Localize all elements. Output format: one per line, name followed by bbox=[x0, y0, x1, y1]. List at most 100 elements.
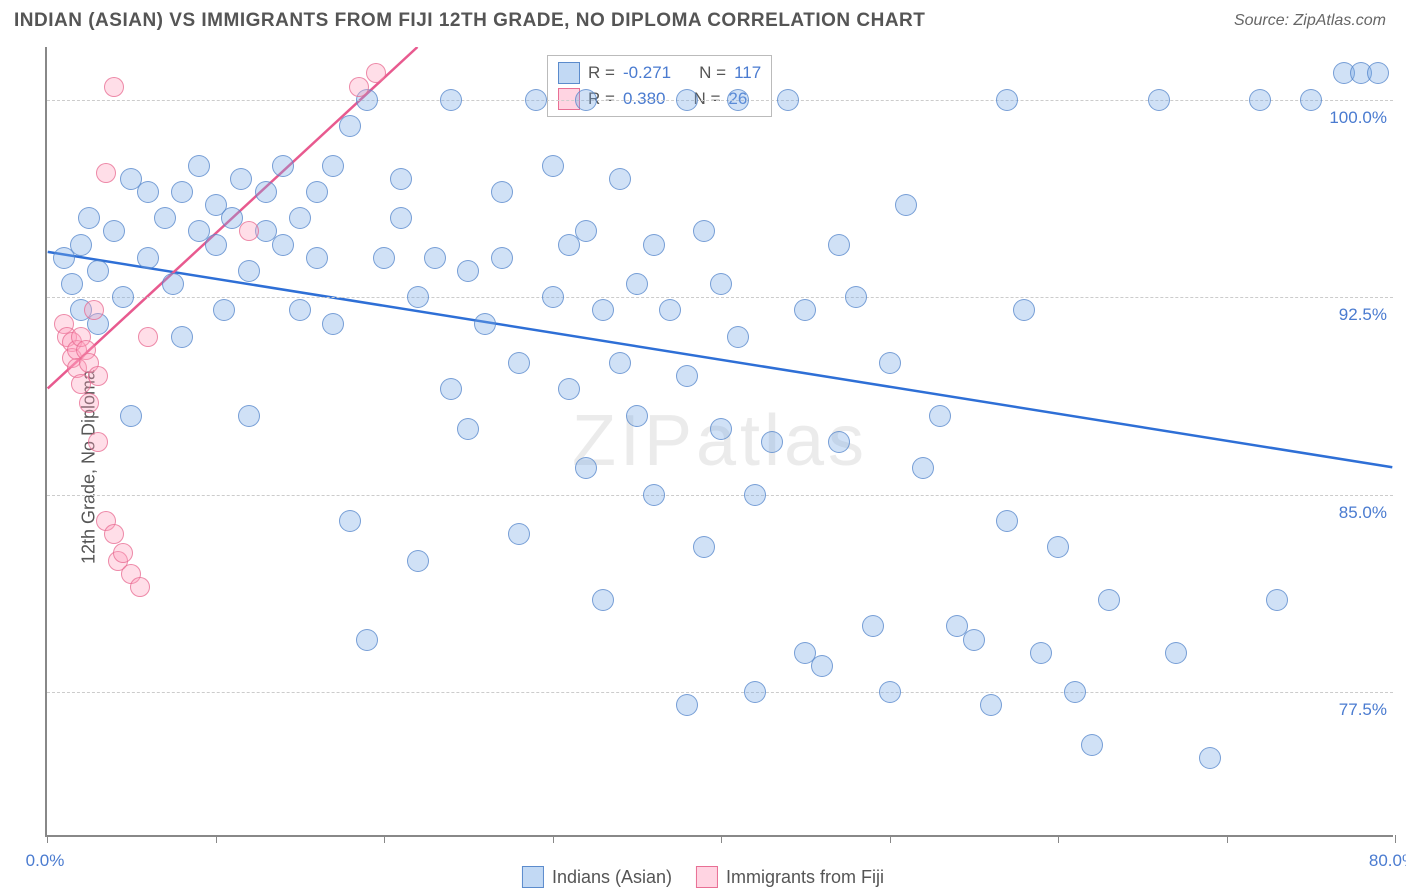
data-point bbox=[491, 247, 513, 269]
data-point bbox=[87, 260, 109, 282]
data-point bbox=[306, 247, 328, 269]
data-point bbox=[761, 431, 783, 453]
data-point bbox=[356, 629, 378, 651]
data-point bbox=[542, 155, 564, 177]
data-point bbox=[349, 77, 369, 97]
data-point bbox=[289, 207, 311, 229]
data-point bbox=[1300, 89, 1322, 111]
data-point bbox=[230, 168, 252, 190]
data-point bbox=[828, 431, 850, 453]
data-point bbox=[525, 89, 547, 111]
data-point bbox=[643, 234, 665, 256]
data-point bbox=[61, 273, 83, 295]
data-point bbox=[879, 352, 901, 374]
data-point bbox=[811, 655, 833, 677]
data-point bbox=[575, 89, 597, 111]
legend-item-blue: Indians (Asian) bbox=[522, 866, 672, 888]
data-point bbox=[626, 273, 648, 295]
data-point bbox=[474, 313, 496, 335]
data-point bbox=[457, 260, 479, 282]
data-point bbox=[390, 207, 412, 229]
x-tick-label: 0.0% bbox=[26, 851, 65, 871]
data-point bbox=[727, 89, 749, 111]
data-point bbox=[390, 168, 412, 190]
data-point bbox=[162, 273, 184, 295]
n-value-blue: 117 bbox=[734, 63, 761, 83]
data-point bbox=[457, 418, 479, 440]
data-point bbox=[366, 63, 386, 83]
data-point bbox=[339, 510, 361, 532]
data-point bbox=[213, 299, 235, 321]
data-point bbox=[963, 629, 985, 651]
data-point bbox=[1148, 89, 1170, 111]
data-point bbox=[104, 77, 124, 97]
data-point bbox=[1266, 589, 1288, 611]
x-tick bbox=[384, 835, 385, 843]
gridline bbox=[47, 692, 1393, 693]
data-point bbox=[794, 299, 816, 321]
data-point bbox=[84, 300, 104, 320]
data-point bbox=[154, 207, 176, 229]
data-point bbox=[744, 681, 766, 703]
data-point bbox=[912, 457, 934, 479]
data-point bbox=[255, 181, 277, 203]
data-point bbox=[138, 327, 158, 347]
data-point bbox=[78, 207, 100, 229]
data-point bbox=[205, 234, 227, 256]
data-point bbox=[88, 432, 108, 452]
data-point bbox=[171, 181, 193, 203]
data-point bbox=[424, 247, 446, 269]
data-point bbox=[137, 247, 159, 269]
data-point bbox=[575, 457, 597, 479]
data-point bbox=[130, 577, 150, 597]
data-point bbox=[491, 181, 513, 203]
data-point bbox=[659, 299, 681, 321]
x-tick bbox=[47, 835, 48, 843]
data-point bbox=[407, 550, 429, 572]
data-point bbox=[171, 326, 193, 348]
gridline bbox=[47, 297, 1393, 298]
r-value-blue: -0.271 bbox=[623, 63, 671, 83]
data-point bbox=[1047, 536, 1069, 558]
chart-title: INDIAN (ASIAN) VS IMMIGRANTS FROM FIJI 1… bbox=[14, 10, 925, 32]
gridline bbox=[47, 495, 1393, 496]
data-point bbox=[120, 405, 142, 427]
y-tick-label: 77.5% bbox=[1339, 700, 1387, 720]
data-point bbox=[676, 694, 698, 716]
x-tick bbox=[1227, 835, 1228, 843]
swatch-blue-icon bbox=[522, 866, 544, 888]
y-tick-label: 85.0% bbox=[1339, 503, 1387, 523]
data-point bbox=[845, 286, 867, 308]
data-point bbox=[239, 221, 259, 241]
data-point bbox=[289, 299, 311, 321]
x-tick bbox=[890, 835, 891, 843]
data-point bbox=[113, 543, 133, 563]
x-tick bbox=[1395, 835, 1396, 843]
data-point bbox=[306, 181, 328, 203]
data-point bbox=[508, 352, 530, 374]
data-point bbox=[339, 115, 361, 137]
data-point bbox=[996, 510, 1018, 532]
data-point bbox=[137, 181, 159, 203]
legend-row-blue: R = -0.271 N = 117 bbox=[558, 60, 761, 86]
watermark-text: ZIPatlas bbox=[572, 400, 868, 482]
data-point bbox=[440, 378, 462, 400]
data-point bbox=[103, 220, 125, 242]
data-point bbox=[542, 286, 564, 308]
x-tick bbox=[216, 835, 217, 843]
y-tick-label: 92.5% bbox=[1339, 305, 1387, 325]
data-point bbox=[1081, 734, 1103, 756]
data-point bbox=[1098, 589, 1120, 611]
data-point bbox=[980, 694, 1002, 716]
data-point bbox=[1013, 299, 1035, 321]
gridline bbox=[47, 100, 1393, 101]
data-point bbox=[1165, 642, 1187, 664]
data-point bbox=[727, 326, 749, 348]
data-point bbox=[626, 405, 648, 427]
data-point bbox=[272, 155, 294, 177]
data-point bbox=[929, 405, 951, 427]
data-point bbox=[710, 418, 732, 440]
data-point bbox=[895, 194, 917, 216]
data-point bbox=[407, 286, 429, 308]
data-point bbox=[609, 352, 631, 374]
